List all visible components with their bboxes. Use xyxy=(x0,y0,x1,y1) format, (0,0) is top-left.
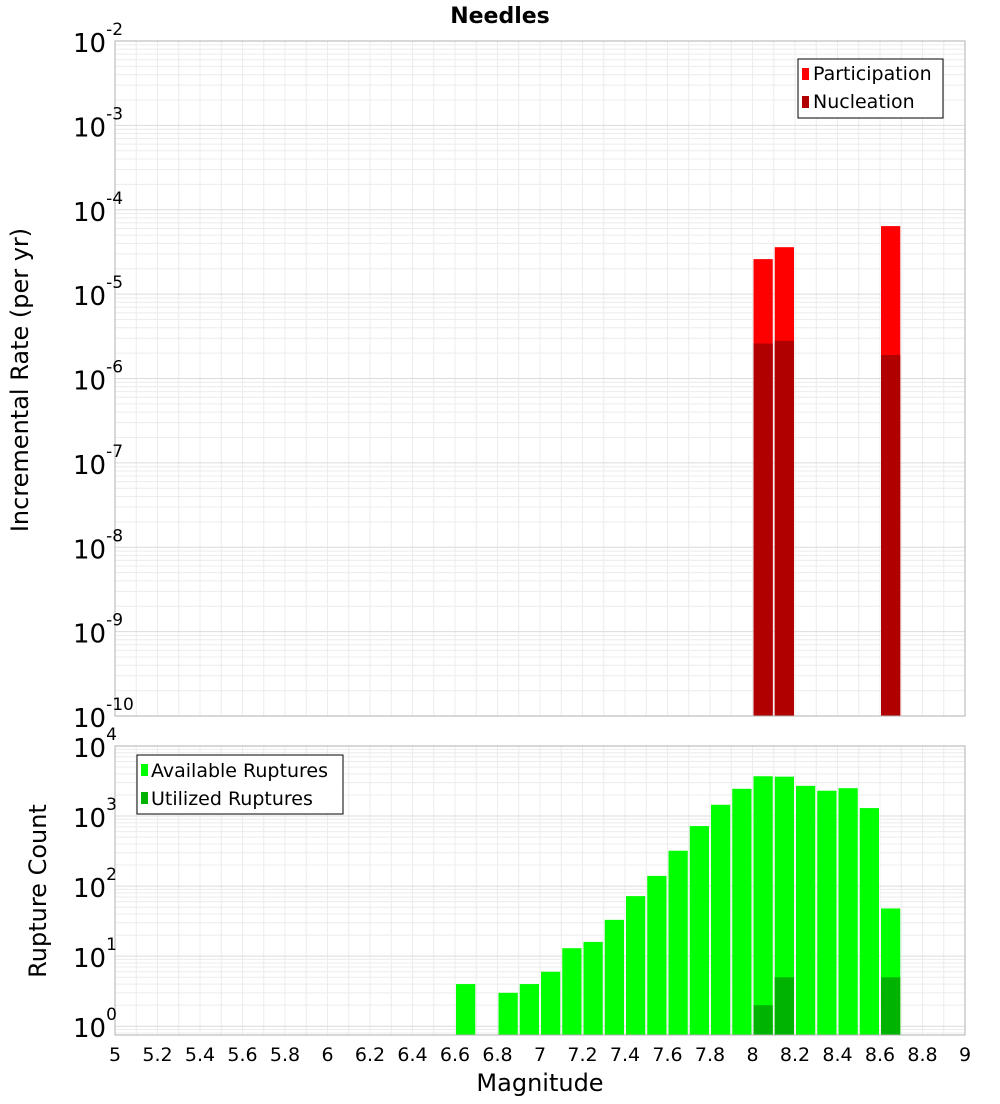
participation-legend-label: Participation xyxy=(813,63,932,85)
count-bar-available-ruptures xyxy=(859,808,879,1035)
rate-legend: Participation Nucleation xyxy=(797,58,944,119)
magnitude-x-tick-label: 9 xyxy=(959,1044,971,1066)
rate-y-tick-exponent: -6 xyxy=(106,358,123,378)
rate-grid xyxy=(114,40,966,717)
count-bars xyxy=(456,776,901,1035)
count-plot-border xyxy=(114,745,966,1036)
count-bar-available-ruptures xyxy=(541,971,561,1035)
count-bar-available-ruptures xyxy=(732,788,752,1035)
rate-legend-box xyxy=(797,58,944,119)
utilized-legend-label: Utilized Ruptures xyxy=(151,788,313,810)
count-bar-available-ruptures xyxy=(562,948,582,1035)
rate-y-tick-exponent: -8 xyxy=(106,526,123,546)
nucleation-legend-label: Nucleation xyxy=(813,91,915,113)
count-y-tick-exponent: 0 xyxy=(106,1005,117,1025)
magnitude-x-ticks: 5 5.2 5.4 5.6 5.8 6 6.2 6.4 6.6 6.8 7 7.2 7.4 7.6 7.8 8… xyxy=(109,1044,971,1066)
rate-bars xyxy=(753,226,901,716)
rate-bar-nucleation xyxy=(881,354,901,716)
count-bar-utilized-ruptures xyxy=(881,977,901,1035)
available-legend-label: Available Ruptures xyxy=(151,760,328,782)
rate-y-tick-exponent: -5 xyxy=(106,273,123,293)
magnitude-x-tick-label: 5.4 xyxy=(185,1044,215,1066)
magnitude-x-axis-label: Magnitude xyxy=(476,1069,603,1097)
count-bar-available-ruptures xyxy=(456,984,476,1035)
count-y-axis-label: Rupture Count xyxy=(24,804,52,978)
rate-y-tick-exponent: -10 xyxy=(106,695,134,715)
magnitude-x-tick-label: 5.6 xyxy=(227,1044,257,1066)
count-y-tick-exponent: 3 xyxy=(106,795,117,815)
count-bar-available-ruptures xyxy=(796,785,816,1035)
count-bar-available-ruptures xyxy=(668,850,688,1035)
rate-y-tick-exponent: -9 xyxy=(106,611,123,631)
magnitude-x-tick-label: 5.2 xyxy=(142,1044,172,1066)
magnitude-x-tick-label: 8 xyxy=(746,1044,758,1066)
chart-title: Needles xyxy=(450,4,550,29)
count-y-tick-exponent: 4 xyxy=(106,725,117,745)
magnitude-x-tick-label: 7.6 xyxy=(652,1044,682,1066)
count-bar-available-ruptures xyxy=(604,919,624,1035)
rate-y-tick-exponent: -3 xyxy=(106,104,123,124)
rate-y-tick-exponent: -2 xyxy=(106,20,123,40)
count-bar-available-ruptures xyxy=(647,875,667,1035)
count-bar-available-ruptures xyxy=(689,826,709,1035)
magnitude-x-tick-label: 6.6 xyxy=(440,1044,470,1066)
count-y-tick-exponent: 1 xyxy=(106,935,117,955)
count-y-tick-label: 102 xyxy=(73,865,117,904)
magnitude-x-tick-label: 5.8 xyxy=(270,1044,300,1066)
rate-y-axis-label: Incremental Rate (per yr) xyxy=(6,228,34,532)
count-panel: 100 101 102 103 1 0 4 5 5.2 5.4 5.6 5.8 6 6.2 6.4 6.6 6… xyxy=(24,725,971,1097)
count-legend: Available Ruptures Utilized Ruptures xyxy=(136,754,344,815)
magnitude-x-tick-label: 7.4 xyxy=(610,1044,640,1066)
rate-y-tick-exponent: -7 xyxy=(106,442,123,462)
nucleation-legend-swatch xyxy=(802,96,809,108)
magnitude-x-tick-label: 8.6 xyxy=(865,1044,895,1066)
count-bar-utilized-ruptures xyxy=(774,977,794,1035)
count-bar-available-ruptures xyxy=(838,788,858,1035)
rate-y-tick-label: 10-10 xyxy=(73,695,134,734)
rate-plot-border xyxy=(114,40,966,717)
count-legend-box xyxy=(136,754,344,815)
utilized-legend-swatch xyxy=(141,792,148,804)
magnitude-x-tick-label: 6.4 xyxy=(397,1044,427,1066)
count-bar-available-ruptures xyxy=(519,984,539,1035)
count-y-tick-label: 103 xyxy=(73,795,117,834)
magnitude-x-tick-label: 6.2 xyxy=(355,1044,385,1066)
magnitude-x-tick-label: 5 xyxy=(109,1044,121,1066)
count-y-tick-exponent: 2 xyxy=(106,865,117,885)
count-bar-available-ruptures xyxy=(774,776,794,1035)
count-bar-available-ruptures xyxy=(711,804,731,1035)
count-bar-available-ruptures xyxy=(817,790,837,1035)
count-bar-available-ruptures xyxy=(626,896,646,1035)
magnitude-x-tick-label: 6 xyxy=(321,1044,333,1066)
magnitude-x-tick-label: 7.2 xyxy=(567,1044,597,1066)
rate-y-tick-exponent: -4 xyxy=(106,189,123,209)
participation-legend-swatch xyxy=(802,68,809,80)
available-legend-swatch xyxy=(141,764,148,776)
count-y-tick-label: 101 xyxy=(73,935,117,974)
count-bar-available-ruptures xyxy=(498,992,518,1035)
rate-bar-nucleation xyxy=(774,340,794,716)
rate-bar-nucleation xyxy=(753,343,773,716)
count-bar-available-ruptures xyxy=(583,941,603,1035)
magnitude-x-tick-label: 8.2 xyxy=(780,1044,810,1066)
count-bar-available-ruptures xyxy=(753,776,773,1035)
count-y-ticks: 100 101 102 103 1 0 4 xyxy=(73,725,117,1044)
magnitude-x-tick-label: 7 xyxy=(534,1044,546,1066)
magnitude-x-tick-label: 8.4 xyxy=(822,1044,852,1066)
count-bar-utilized-ruptures xyxy=(753,1005,773,1035)
magnitude-x-tick-label: 8.8 xyxy=(907,1044,937,1066)
magnitude-x-tick-label: 7.8 xyxy=(695,1044,725,1066)
magnitude-x-tick-label: 6.8 xyxy=(482,1044,512,1066)
count-y-tick-label: 100 xyxy=(73,1005,117,1044)
